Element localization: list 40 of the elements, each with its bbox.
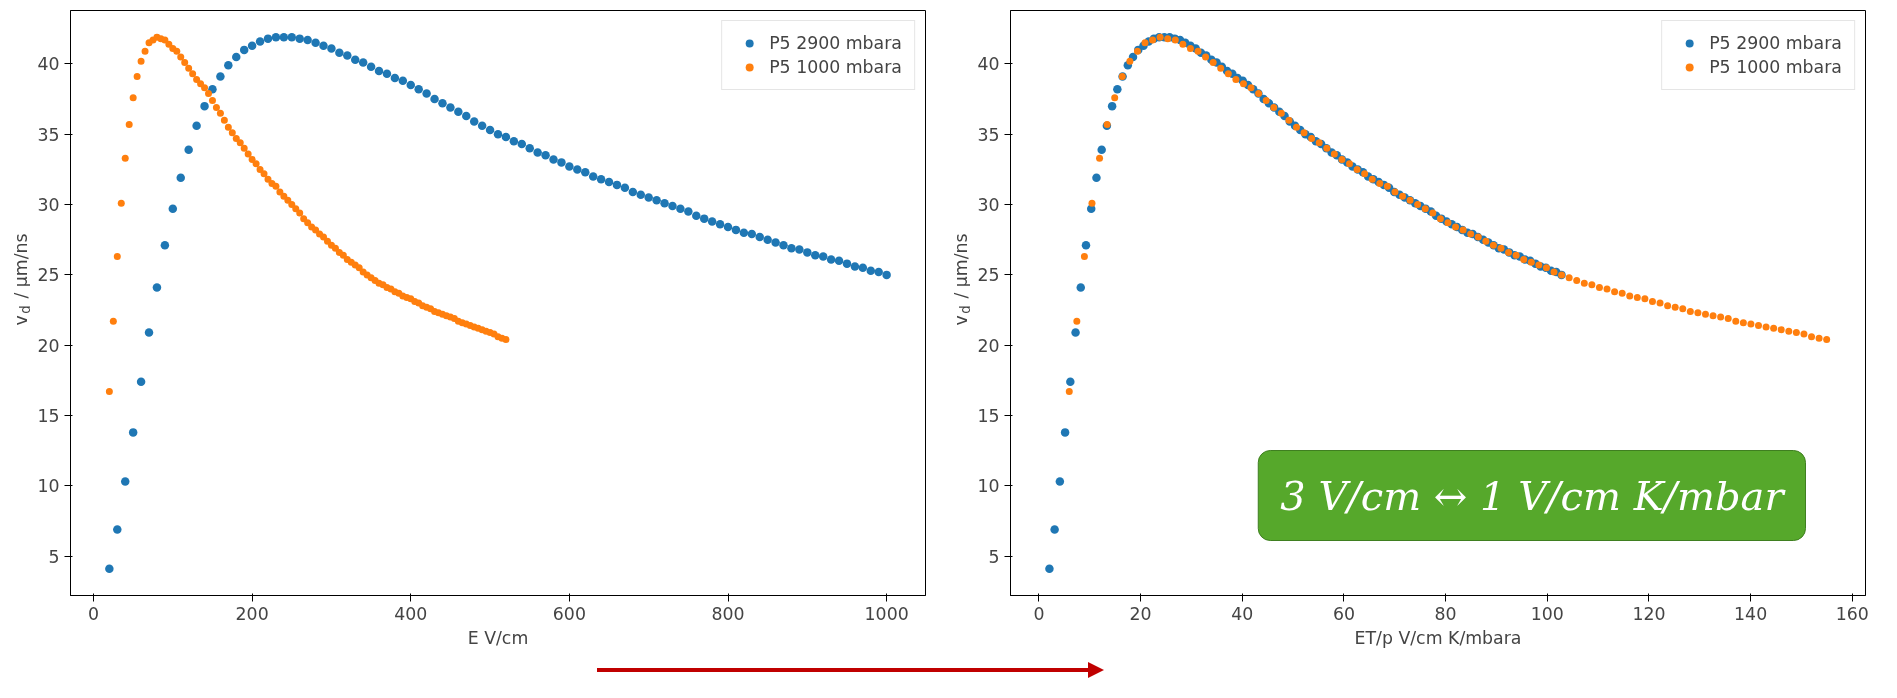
legend-label: P5 2900 mbara (769, 33, 902, 53)
y-tick-label: 20 (37, 335, 60, 356)
x-tick-label: 600 (552, 603, 586, 624)
x-tick-label: 400 (394, 603, 428, 624)
y-tick-label: 10 (977, 476, 1000, 497)
x-tick-label: 40 (1231, 603, 1254, 624)
y-tick-label: 20 (977, 335, 1000, 356)
y-tick-label: 35 (37, 124, 60, 145)
y-tick-label: 15 (977, 406, 1000, 426)
x-tick-label: 120 (1632, 603, 1666, 624)
legend-label: P5 1000 mbara (769, 57, 902, 77)
legend-label: P5 1000 mbara (1709, 57, 1842, 77)
y-tick-label: 5 (48, 546, 60, 567)
x-tick-label: 140 (1734, 603, 1768, 624)
x-tick-label: 0 (87, 603, 100, 624)
y-tick-label: 15 (37, 406, 60, 426)
y-tick-label: 40 (977, 54, 1000, 75)
x-tick-label: 0 (1033, 603, 1045, 624)
legend-label: P5 2900 mbara (1709, 33, 1842, 53)
x-tick-label: 60 (1332, 603, 1355, 624)
y-tick-label: 25 (37, 265, 60, 286)
y-tick-label: 30 (977, 195, 1000, 216)
x-tick-label: 1000 (864, 603, 909, 624)
x-tick-label: 800 (711, 603, 745, 624)
y-axis-title: vd / µm/ns (10, 233, 33, 326)
y-axis-title: vd / µm/ns (950, 233, 973, 326)
y-tick-label: 30 (37, 195, 60, 216)
x-tick-label: 100 (1530, 603, 1564, 624)
x-tick-label: 20 (1129, 603, 1152, 624)
y-tick-label: 40 (37, 54, 60, 75)
y-tick-label: 5 (988, 546, 1000, 567)
x-tick-label: 160 (1835, 603, 1869, 624)
x-tick-label: 200 (235, 603, 269, 624)
x-axis-title: ET/p V/cm K/mbara (1354, 627, 1522, 648)
annotation: 3 V/cm ↔ 1 V/cm K/mbar (1280, 472, 1787, 519)
x-tick-label: 80 (1434, 603, 1457, 624)
y-tick-label: 10 (37, 476, 60, 497)
y-tick-label: 35 (977, 124, 1000, 145)
y-tick-label: 25 (977, 265, 1000, 286)
x-axis-title: E V/cm (467, 627, 529, 648)
